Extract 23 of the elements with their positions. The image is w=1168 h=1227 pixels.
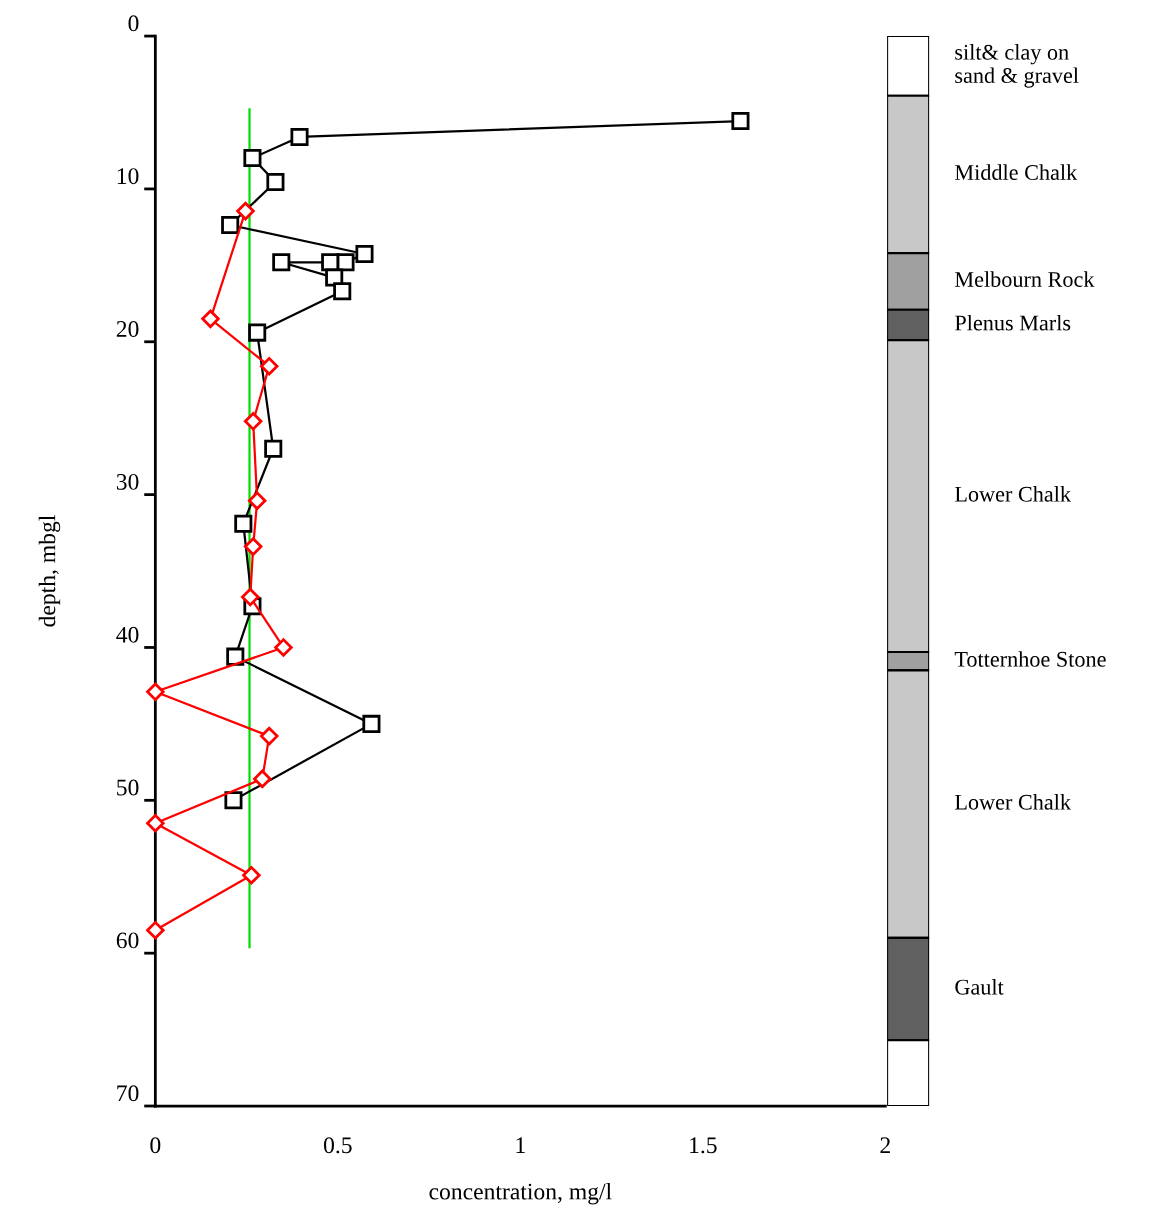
y-axis-title: depth, mbgl <box>38 515 61 627</box>
series-label: Middle Chalk <box>955 164 1078 180</box>
x-tick-label: 0 <box>150 1137 161 1154</box>
series-label: Plenus Marls <box>955 314 1071 331</box>
series-label: Lower Chalk <box>955 486 1072 502</box>
x-axis-title: concentration, mg/l <box>429 1182 612 1205</box>
y-tick-label: 10 <box>117 168 139 185</box>
y-tick-label: 0 <box>128 15 139 32</box>
x-tick-label: 2 <box>880 1137 890 1153</box>
series-label: silt& clay on sand & gravel <box>955 44 1079 88</box>
y-tick-label: 30 <box>116 473 139 490</box>
y-tick-label: 40 <box>116 626 139 643</box>
series-label: Lower Chalk <box>955 794 1072 810</box>
y-tick-label: 50 <box>117 779 139 796</box>
series-label: Melbourn Rock <box>955 271 1095 287</box>
y-tick-label: 70 <box>117 1085 139 1102</box>
y-tick-label: 60 <box>116 932 139 949</box>
series-label: Totternhoe Stone <box>954 651 1106 667</box>
y-tick-label: 20 <box>116 321 139 337</box>
x-tick-label: 1.5 <box>690 1137 717 1154</box>
x-tick-label: 1 <box>516 1137 525 1153</box>
x-tick-label: 0.5 <box>323 1137 352 1154</box>
series-label: Gault <box>955 979 1004 995</box>
